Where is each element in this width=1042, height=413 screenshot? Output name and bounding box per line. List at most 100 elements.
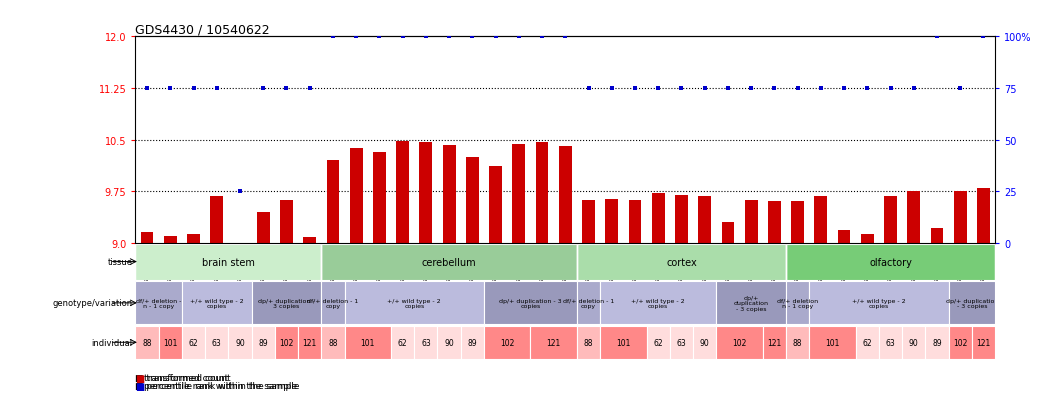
Text: percentile rank within the sample: percentile rank within the sample <box>144 381 297 390</box>
Bar <box>135 282 182 325</box>
Bar <box>763 326 786 358</box>
Bar <box>670 326 693 358</box>
Bar <box>350 148 363 243</box>
Bar <box>251 326 275 358</box>
Text: 62: 62 <box>653 338 663 347</box>
Text: 63: 63 <box>421 338 430 347</box>
Text: df/+ deletion - 1
copy: df/+ deletion - 1 copy <box>563 298 614 309</box>
Bar <box>577 326 600 358</box>
Bar <box>977 188 990 243</box>
Text: dp/+ duplication -
3 copies: dp/+ duplication - 3 copies <box>258 298 315 309</box>
Bar <box>483 326 530 358</box>
Text: 90: 90 <box>444 338 454 347</box>
Text: 101: 101 <box>361 338 375 347</box>
Text: 121: 121 <box>302 338 317 347</box>
Bar <box>628 201 642 243</box>
Bar <box>972 326 995 358</box>
Text: 89: 89 <box>933 338 942 347</box>
Bar <box>158 326 182 358</box>
Text: 88: 88 <box>584 338 593 347</box>
Bar <box>861 234 873 243</box>
Bar <box>321 282 345 325</box>
Text: 63: 63 <box>886 338 895 347</box>
Bar <box>855 326 879 358</box>
Text: 62: 62 <box>863 338 872 347</box>
Text: ■ transformed count: ■ transformed count <box>135 373 231 382</box>
Bar <box>647 326 670 358</box>
Text: 89: 89 <box>468 338 477 347</box>
Bar <box>605 199 618 243</box>
Bar <box>438 326 461 358</box>
Bar <box>931 228 943 243</box>
Text: +/+ wild type - 2
copies: +/+ wild type - 2 copies <box>388 298 441 309</box>
Text: dp/+ duplication
- 3 copies: dp/+ duplication - 3 copies <box>946 298 998 309</box>
Text: cortex: cortex <box>666 257 697 267</box>
Bar <box>716 282 786 325</box>
Text: 90: 90 <box>235 338 245 347</box>
Text: brain stem: brain stem <box>202 257 255 267</box>
Bar <box>466 158 478 243</box>
Bar <box>321 326 345 358</box>
Text: genotype/variation: genotype/variation <box>52 299 132 308</box>
Bar <box>652 194 665 243</box>
Bar <box>675 196 688 243</box>
Bar <box>810 326 855 358</box>
Bar <box>275 326 298 358</box>
Bar <box>228 326 251 358</box>
Bar <box>188 234 200 243</box>
Text: +/+ wild type - 2
copies: +/+ wild type - 2 copies <box>190 298 244 309</box>
Bar <box>577 244 786 280</box>
Text: 89: 89 <box>258 338 268 347</box>
Bar <box>716 326 763 358</box>
Text: 90: 90 <box>909 338 919 347</box>
Bar <box>879 326 902 358</box>
Bar <box>768 202 780 243</box>
Text: 88: 88 <box>328 338 338 347</box>
Bar <box>396 142 410 243</box>
Text: 121: 121 <box>547 338 561 347</box>
Bar <box>908 192 920 243</box>
Text: olfactory: olfactory <box>869 257 912 267</box>
Text: 62: 62 <box>189 338 198 347</box>
Text: individual: individual <box>92 338 132 347</box>
Bar <box>205 326 228 358</box>
Text: 101: 101 <box>825 338 840 347</box>
Bar <box>483 282 577 325</box>
Bar <box>948 282 995 325</box>
Text: dp/+ duplication - 3
copies: dp/+ duplication - 3 copies <box>499 298 562 309</box>
Text: transformed count: transformed count <box>144 373 228 382</box>
Bar <box>925 326 948 358</box>
Bar <box>902 326 925 358</box>
Bar <box>321 244 577 280</box>
Text: 101: 101 <box>616 338 630 347</box>
Text: 102: 102 <box>279 338 294 347</box>
Bar <box>582 201 595 243</box>
Text: 101: 101 <box>164 338 177 347</box>
Text: 102: 102 <box>953 338 967 347</box>
Bar <box>559 146 572 243</box>
Bar <box>164 236 177 243</box>
Text: 90: 90 <box>700 338 710 347</box>
Bar <box>135 326 158 358</box>
Bar <box>810 282 948 325</box>
Text: df/+ deletion
n - 1 copy: df/+ deletion n - 1 copy <box>777 298 818 309</box>
Text: 88: 88 <box>143 338 152 347</box>
Bar <box>600 326 647 358</box>
Text: 121: 121 <box>976 338 991 347</box>
Text: ■: ■ <box>135 381 145 391</box>
Bar <box>303 238 316 243</box>
Bar <box>838 231 850 243</box>
Text: 102: 102 <box>500 338 515 347</box>
Text: 62: 62 <box>398 338 407 347</box>
Text: dp/+
duplication
- 3 copies: dp/+ duplication - 3 copies <box>734 295 769 311</box>
Bar <box>182 326 205 358</box>
Bar <box>791 202 804 243</box>
Bar <box>443 146 455 243</box>
Bar <box>577 282 600 325</box>
Bar <box>420 142 432 243</box>
Bar <box>373 152 386 243</box>
Bar <box>693 326 716 358</box>
Bar <box>391 326 415 358</box>
Text: ■ percentile rank within the sample: ■ percentile rank within the sample <box>135 381 300 390</box>
Bar <box>530 326 577 358</box>
